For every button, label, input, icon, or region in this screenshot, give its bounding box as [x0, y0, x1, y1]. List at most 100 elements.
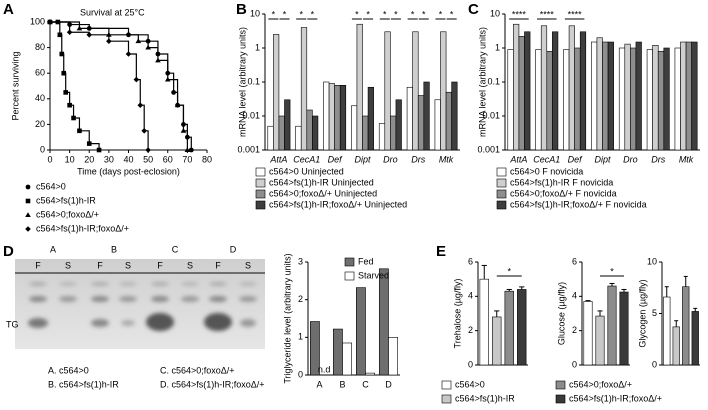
bar [591, 41, 598, 151]
significance: * [422, 9, 426, 19]
x-tick-label: Mtk [439, 154, 454, 164]
legend-swatch [441, 394, 452, 404]
lane-label: B [111, 244, 117, 254]
legend-label: c564>fs(1)h-IR F novicida [510, 177, 613, 187]
caption: C. c564>0;foxoΔ/+ [160, 365, 235, 375]
bar [412, 31, 419, 151]
legend-marker [25, 198, 31, 204]
bar [451, 81, 458, 151]
y-tick-label: 6 [572, 256, 577, 266]
significance: * [507, 266, 511, 276]
marker [77, 128, 82, 134]
chart-title: Survival at 25°C [80, 7, 145, 17]
bar [378, 123, 386, 151]
marker [188, 147, 194, 153]
y-axis-label: Percent surviving [10, 51, 20, 120]
significance: * [272, 9, 276, 19]
significance: * [355, 9, 359, 19]
marker [96, 147, 102, 153]
legend-swatch [496, 167, 507, 177]
caption: A. c564>0 [48, 365, 89, 375]
bar [417, 95, 425, 151]
bar [524, 31, 531, 151]
marker [47, 19, 53, 25]
x-tick-label: Drs [651, 154, 665, 164]
bar [672, 326, 680, 366]
y-tick-label: 0.01 [242, 110, 260, 120]
bar [685, 41, 692, 151]
y-tick-label: 0.01 [482, 110, 500, 120]
bar [323, 81, 330, 151]
x-axis-label: Time (days post-eclosion) [77, 166, 180, 176]
caption: D. c564>fs(1)h-IR;foxoΔ/+ [160, 379, 265, 389]
y-tick-label: 0.001 [237, 144, 260, 154]
significance: * [411, 9, 415, 19]
bar [595, 315, 605, 366]
lane-label: D [230, 244, 237, 254]
x-tick-label: 50 [143, 154, 153, 164]
x-tick-label: 30 [104, 154, 114, 164]
x-tick-label: CecA1 [533, 154, 560, 164]
plate [15, 259, 265, 349]
y-axis-label: Glycogen (µg/fly) [637, 279, 647, 347]
bar [309, 321, 320, 376]
significance: * [450, 9, 454, 19]
y-tick-label: 0.1 [487, 76, 500, 86]
legend-marker [25, 226, 31, 232]
marker [106, 38, 112, 44]
y-tick-label: 80 [35, 42, 45, 52]
significance: * [311, 9, 315, 19]
bar [479, 278, 489, 366]
bar [691, 311, 699, 366]
marker [57, 32, 63, 38]
bar [395, 99, 402, 151]
legend-label: Fed [358, 256, 374, 266]
bar [535, 49, 542, 151]
legend-label: c564>fs(1)h-IR;foxoΔ/+ [36, 223, 129, 233]
y-tick-label: 5 [652, 308, 657, 318]
bar [568, 25, 575, 151]
y-tick-label: 0 [652, 359, 657, 369]
marker [145, 44, 151, 50]
marker [145, 147, 151, 153]
bar [602, 41, 609, 151]
significance: * [283, 9, 287, 19]
survival-line [50, 21, 149, 150]
legend-label: c564>0 [36, 181, 66, 191]
y-tick-label: 0 [572, 359, 577, 369]
panel-label: A [3, 1, 14, 18]
lane-sublabel: F [35, 260, 41, 270]
marker [66, 29, 73, 36]
value-label: n.d [318, 364, 331, 374]
bar [423, 81, 430, 151]
significance: * [610, 266, 614, 276]
y-tick-label: 10 [490, 8, 500, 18]
significance: * [383, 9, 387, 19]
lane-sublabel: S [125, 260, 131, 270]
y-tick-label: 0.1 [247, 76, 260, 86]
bar [674, 47, 681, 151]
y-tick-label: 2 [468, 325, 473, 335]
marker [86, 32, 93, 38]
y-tick-label: 40 [35, 93, 45, 103]
lane-sublabel: F [157, 260, 163, 270]
legend-label: c564>fs(1)h-IR;foxoΔ/+ F novicida [510, 199, 647, 209]
marker [71, 115, 76, 121]
significance: **** [568, 9, 583, 19]
bar [540, 25, 548, 151]
panel-label: B [236, 1, 247, 18]
bar [273, 34, 280, 151]
bar [583, 301, 593, 366]
bar [267, 125, 274, 151]
y-tick-label: 1 [255, 42, 260, 52]
marker [141, 128, 147, 134]
bar [384, 31, 391, 151]
bar [378, 268, 389, 376]
x-tick-label: Dro [383, 154, 398, 164]
bar [657, 50, 665, 151]
y-tick-label: 6 [468, 256, 473, 266]
panel-label: E [436, 243, 446, 260]
y-tick-label: 1 [495, 42, 500, 52]
bar [342, 342, 352, 376]
